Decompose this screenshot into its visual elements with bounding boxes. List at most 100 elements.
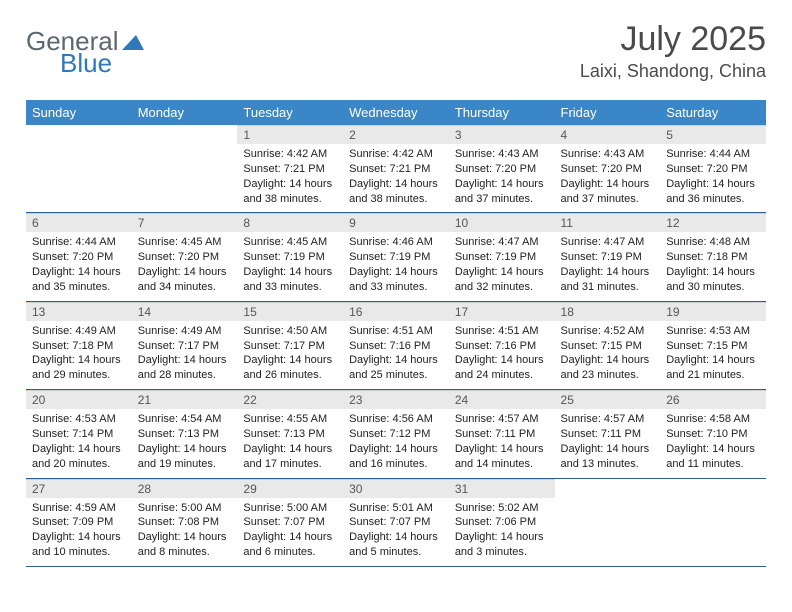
sunrise-line: Sunrise: 4:51 AM xyxy=(349,325,433,337)
sunrise-line: Sunrise: 4:57 AM xyxy=(455,413,539,425)
sunrise-line: Sunrise: 4:51 AM xyxy=(455,325,539,337)
day-details: Sunrise: 5:00 AMSunset: 7:07 PMDaylight:… xyxy=(237,498,343,566)
sunrise-line: Sunrise: 4:44 AM xyxy=(666,148,750,160)
calendar-day-cell: 26Sunrise: 4:58 AMSunset: 7:10 PMDayligh… xyxy=(660,390,766,478)
calendar-day-cell: 1Sunrise: 4:42 AMSunset: 7:21 PMDaylight… xyxy=(237,125,343,213)
page-header: General July 2025 Laixi, Shandong, China xyxy=(26,20,766,82)
day-number: 23 xyxy=(343,390,449,409)
day-details: Sunrise: 4:53 AMSunset: 7:14 PMDaylight:… xyxy=(26,409,132,477)
sunset-line: Sunset: 7:19 PM xyxy=(349,251,430,263)
calendar-day-cell: 11Sunrise: 4:47 AMSunset: 7:19 PMDayligh… xyxy=(555,213,661,301)
day-details: Sunrise: 5:00 AMSunset: 7:08 PMDaylight:… xyxy=(132,498,238,566)
calendar-week-row: 20Sunrise: 4:53 AMSunset: 7:14 PMDayligh… xyxy=(26,390,766,478)
day-details: Sunrise: 4:54 AMSunset: 7:13 PMDaylight:… xyxy=(132,409,238,477)
weekday-header: Tuesday xyxy=(237,100,343,125)
day-details: Sunrise: 4:58 AMSunset: 7:10 PMDaylight:… xyxy=(660,409,766,477)
sunset-line: Sunset: 7:09 PM xyxy=(32,516,113,528)
calendar-header-row: SundayMondayTuesdayWednesdayThursdayFrid… xyxy=(26,100,766,125)
sunrise-line: Sunrise: 4:46 AM xyxy=(349,236,433,248)
calendar-day-cell: 20Sunrise: 4:53 AMSunset: 7:14 PMDayligh… xyxy=(26,390,132,478)
day-details: Sunrise: 4:56 AMSunset: 7:12 PMDaylight:… xyxy=(343,409,449,477)
sunrise-line: Sunrise: 4:49 AM xyxy=(32,325,116,337)
daylight-line: Daylight: 14 hours and 33 minutes. xyxy=(349,266,438,293)
sunset-line: Sunset: 7:20 PM xyxy=(666,163,747,175)
weekday-header: Thursday xyxy=(449,100,555,125)
logo-text-blue-wrap: Blue xyxy=(60,48,112,79)
day-number: 2 xyxy=(343,125,449,144)
sunset-line: Sunset: 7:06 PM xyxy=(455,516,536,528)
daylight-line: Daylight: 14 hours and 11 minutes. xyxy=(666,443,755,470)
daylight-line: Daylight: 14 hours and 19 minutes. xyxy=(138,443,227,470)
calendar-day-cell: 14Sunrise: 4:49 AMSunset: 7:17 PMDayligh… xyxy=(132,301,238,389)
day-number: 5 xyxy=(660,125,766,144)
day-number: 12 xyxy=(660,213,766,232)
sunrise-line: Sunrise: 4:49 AM xyxy=(138,325,222,337)
calendar-day-cell: 5Sunrise: 4:44 AMSunset: 7:20 PMDaylight… xyxy=(660,125,766,213)
daylight-line: Daylight: 14 hours and 25 minutes. xyxy=(349,354,438,381)
daylight-line: Daylight: 14 hours and 16 minutes. xyxy=(349,443,438,470)
calendar-day-cell: 13Sunrise: 4:49 AMSunset: 7:18 PMDayligh… xyxy=(26,301,132,389)
calendar-day-cell: 9Sunrise: 4:46 AMSunset: 7:19 PMDaylight… xyxy=(343,213,449,301)
sunrise-line: Sunrise: 4:43 AM xyxy=(455,148,539,160)
daylight-line: Daylight: 14 hours and 17 minutes. xyxy=(243,443,332,470)
daylight-line: Daylight: 14 hours and 35 minutes. xyxy=(32,266,121,293)
sunrise-line: Sunrise: 4:42 AM xyxy=(243,148,327,160)
sunset-line: Sunset: 7:20 PM xyxy=(455,163,536,175)
daylight-line: Daylight: 14 hours and 13 minutes. xyxy=(561,443,650,470)
sunset-line: Sunset: 7:17 PM xyxy=(138,340,219,352)
day-number: 16 xyxy=(343,302,449,321)
daylight-line: Daylight: 14 hours and 24 minutes. xyxy=(455,354,544,381)
day-number: 10 xyxy=(449,213,555,232)
day-details: Sunrise: 4:55 AMSunset: 7:13 PMDaylight:… xyxy=(237,409,343,477)
day-details: Sunrise: 4:46 AM Sunset: 7:19 PM Daylight:… xyxy=(343,232,449,300)
day-number: 18 xyxy=(555,302,661,321)
calendar-day-cell: 29Sunrise: 5:00 AMSunset: 7:07 PMDayligh… xyxy=(237,478,343,566)
day-details: Sunrise: 4:47 AMSunset: 7:19 PMDaylight:… xyxy=(555,232,661,300)
sunset-line: Sunset: 7:16 PM xyxy=(349,340,430,352)
day-details: Sunrise: 4:57 AMSunset: 7:11 PMDaylight:… xyxy=(449,409,555,477)
daylight-line: Daylight: 14 hours and 3 minutes. xyxy=(455,531,544,558)
sunrise-line: Sunrise: 4:54 AM xyxy=(138,413,222,425)
day-number: 20 xyxy=(26,390,132,409)
day-details: Sunrise: 4:47 AMSunset: 7:19 PMDaylight:… xyxy=(449,232,555,300)
day-details: Sunrise: 4:59 AMSunset: 7:09 PMDaylight:… xyxy=(26,498,132,566)
sunset-line: Sunset: 7:12 PM xyxy=(349,428,430,440)
day-number: 13 xyxy=(26,302,132,321)
daylight-line: Daylight: 14 hours and 26 minutes. xyxy=(243,354,332,381)
sunset-line: Sunset: 7:07 PM xyxy=(349,516,430,528)
sunrise-line: Sunrise: 4:45 AM xyxy=(243,236,327,248)
sunrise-line: Sunrise: 5:02 AM xyxy=(455,502,539,514)
weekday-header: Friday xyxy=(555,100,661,125)
weekday-header: Monday xyxy=(132,100,238,125)
day-details: Sunrise: 4:51 AM Sunset: 7:16 PM Daylight:… xyxy=(449,321,555,389)
daylight-line: Daylight: 14 hours and 20 minutes. xyxy=(32,443,121,470)
day-number: 15 xyxy=(237,302,343,321)
daylight-line: Daylight: 14 hours and 32 minutes. xyxy=(455,266,544,293)
calendar-day-cell: 3Sunrise: 4:43 AMSunset: 7:20 PMDaylight… xyxy=(449,125,555,213)
title-block: July 2025 Laixi, Shandong, China xyxy=(580,20,766,82)
sunset-line: Sunset: 7:15 PM xyxy=(666,340,747,352)
month-title: July 2025 xyxy=(580,20,766,59)
day-details: Sunrise: 4:49 AMSunset: 7:17 PMDaylight:… xyxy=(132,321,238,389)
day-number: 14 xyxy=(132,302,238,321)
daylight-line: Daylight: 14 hours and 23 minutes. xyxy=(561,354,650,381)
calendar-day-cell: 16 Sunrise: 4:51 AM Sunset: 7:16 PM Dayligh… xyxy=(343,301,449,389)
calendar-week-row: 6Sunrise: 4:44 AMSunset: 7:20 PMDaylight… xyxy=(26,213,766,301)
sunset-line: Sunset: 7:19 PM xyxy=(243,251,324,263)
calendar-day-cell: 4Sunrise: 4:43 AMSunset: 7:20 PMDaylight… xyxy=(555,125,661,213)
sunset-line: Sunset: 7:16 PM xyxy=(455,340,536,352)
day-number: 3 xyxy=(449,125,555,144)
day-details: Sunrise: 4:42 AM Sunset: 7:21 PM Daylight:… xyxy=(237,144,343,212)
daylight-line: Daylight: 14 hours and 33 minutes. xyxy=(243,266,332,293)
sunrise-line: Sunrise: 4:43 AM xyxy=(561,148,645,160)
daylight-line: Daylight: 14 hours and 21 minutes. xyxy=(666,354,755,381)
day-number: 28 xyxy=(132,479,238,498)
day-details: Sunrise: 4:45 AM Sunset: 7:19 PM Daylight:… xyxy=(237,232,343,300)
calendar-day-cell: 30Sunrise: 5:01 AMSunset: 7:07 PMDayligh… xyxy=(343,478,449,566)
daylight-line: Daylight: 14 hours and 38 minutes. xyxy=(243,178,332,205)
sunrise-line: Sunrise: 4:42 AM xyxy=(349,148,433,160)
sunset-line: Sunset: 7:18 PM xyxy=(666,251,747,263)
sunset-line: Sunset: 7:21 PM xyxy=(243,163,324,175)
day-number: 24 xyxy=(449,390,555,409)
day-details: Sunrise: 4:42 AMSunset: 7:21 PMDaylight:… xyxy=(343,144,449,212)
